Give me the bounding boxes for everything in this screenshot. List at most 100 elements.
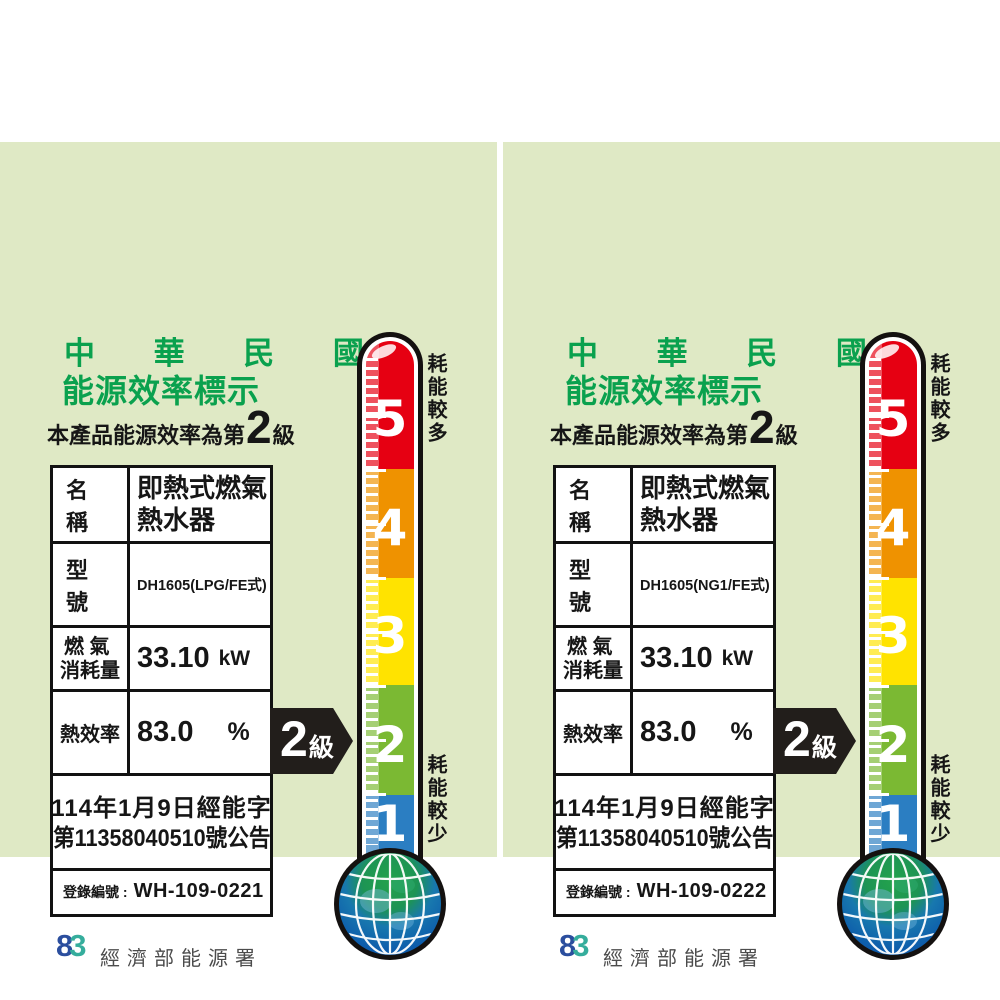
energy-bureau-logo: 83 bbox=[559, 928, 590, 963]
model-value: DH1605(LPG/FE式) bbox=[137, 578, 267, 594]
product-info-table: 名 稱 即熱式燃氣熱水器 型 號 DH1605(LPG/FE式) 燃 氣 消耗量… bbox=[50, 465, 273, 917]
label-title-line2: 能源效率標示 bbox=[565, 373, 764, 409]
name-value-cell: 即熱式燃氣熱水器 bbox=[130, 468, 270, 541]
efficiency-label: 熱效率 bbox=[60, 724, 120, 746]
efficiency-value: 83.0 bbox=[137, 716, 194, 748]
name-value: 即熱式燃氣熱水器 bbox=[137, 473, 268, 535]
grade-arrow-number: 2 bbox=[280, 711, 308, 767]
label-title-line1: 中 華 民 國 bbox=[567, 336, 892, 371]
gas-value-cell: 33.10 kW bbox=[633, 628, 773, 689]
energy-label-right: 中 華 民 國 能源效率標示 本產品能源效率為第 2 級 名 稱 即熱式燃氣熱水… bbox=[503, 142, 1000, 970]
grade-arrow-suffix: 級 bbox=[308, 734, 334, 762]
grade-statement-prefix: 本產品能源效率為第 bbox=[550, 423, 749, 448]
model-label: 型 號 bbox=[66, 557, 89, 615]
scale-number-5: 5 bbox=[875, 390, 911, 448]
energy-bureau-logo: 83 bbox=[56, 928, 87, 963]
label-title-line1: 中 華 民 國 bbox=[64, 336, 389, 371]
grade-statement-number: 2 bbox=[246, 401, 272, 453]
grade-arrow-number: 2 bbox=[783, 711, 811, 767]
model-label: 型 號 bbox=[569, 557, 592, 615]
table-row-efficiency: 熱效率 83.0 % bbox=[53, 692, 270, 776]
registration-number: WH-109-0222 bbox=[636, 880, 767, 902]
registration-cell: 登錄編號 : WH-109-0222 bbox=[556, 871, 773, 914]
product-info-table: 名 稱 即熱式燃氣熱水器 型 號 DH1605(NG1/FE式) 燃 氣 消耗量… bbox=[553, 465, 776, 917]
gas-value: 33.10 bbox=[137, 642, 210, 674]
gas-value: 33.10 bbox=[640, 642, 713, 674]
name-label-cell: 名 稱 bbox=[53, 468, 130, 541]
scale-number-1: 1 bbox=[875, 795, 911, 853]
scale-number-2: 2 bbox=[875, 716, 911, 774]
table-row-registration: 登錄編號 : WH-109-0221 bbox=[53, 871, 270, 914]
grade-statement-suffix: 級 bbox=[775, 423, 798, 448]
name-label: 名 稱 bbox=[66, 477, 89, 535]
grade-arrow: 2 級 bbox=[773, 708, 856, 774]
model-label-cell: 型 號 bbox=[53, 544, 130, 625]
energy-label-left: 中 華 民 國 能源效率標示 本產品能源效率為第 2 級 名 稱 即熱式燃氣熱水… bbox=[0, 142, 497, 970]
grade-statement-number: 2 bbox=[749, 401, 775, 453]
agency-name: 經濟部能源署 bbox=[603, 948, 765, 970]
name-value-cell: 即熱式燃氣熱水器 bbox=[633, 468, 773, 541]
logo-glyph-left: 8 bbox=[56, 928, 73, 963]
registration-cell: 登錄編號 : WH-109-0221 bbox=[53, 871, 270, 914]
scale-major-ticks bbox=[869, 415, 889, 798]
gas-label-cell: 燃 氣 消耗量 bbox=[556, 628, 633, 689]
model-value-cell: DH1605(LPG/FE式) bbox=[130, 544, 270, 625]
efficiency-label-cell: 熱效率 bbox=[53, 692, 130, 773]
globe-icon bbox=[837, 848, 949, 960]
grade-statement-prefix: 本產品能源效率為第 bbox=[47, 423, 246, 448]
globe-icon bbox=[334, 848, 446, 960]
scale-number-2: 2 bbox=[372, 716, 408, 774]
name-label: 名 稱 bbox=[569, 477, 592, 535]
efficiency-value-cell: 83.0 % bbox=[130, 692, 270, 773]
registration-label: 登錄編號 : bbox=[566, 884, 631, 900]
name-label-cell: 名 稱 bbox=[556, 468, 633, 541]
gas-label-line2: 消耗量 bbox=[563, 659, 623, 682]
grade-arrow-suffix: 級 bbox=[811, 734, 837, 762]
table-row-announcement: 114年1月9日經能字 第11358040510號公告 bbox=[51, 776, 271, 871]
scale-number-3: 3 bbox=[875, 607, 911, 665]
model-value-cell: DH1605(NG1/FE式) bbox=[633, 544, 773, 625]
table-row-efficiency: 熱效率 83.0 % bbox=[556, 692, 773, 776]
efficiency-unit: % bbox=[730, 718, 753, 746]
more-energy-label: 耗能較多 bbox=[424, 353, 446, 445]
table-row-gas-consumption: 燃 氣 消耗量 33.10 kW bbox=[556, 628, 773, 692]
scale-number-1: 1 bbox=[372, 795, 408, 853]
gas-label-line1: 燃 氣 bbox=[567, 635, 613, 658]
table-row-registration: 登錄編號 : WH-109-0222 bbox=[556, 871, 773, 914]
gas-unit: kW bbox=[218, 646, 251, 670]
efficiency-value: 83.0 bbox=[640, 716, 697, 748]
scale-major-ticks bbox=[366, 415, 386, 798]
announcement-line2: 第11358040510號公告 bbox=[52, 825, 271, 853]
efficiency-grade-statement: 本產品能源效率為第 2 級 bbox=[47, 404, 295, 454]
gas-value-cell: 33.10 kW bbox=[130, 628, 270, 689]
logo-glyph-right: 3 bbox=[69, 928, 86, 963]
registration-number: WH-109-0221 bbox=[133, 880, 264, 902]
gas-label-cell: 燃 氣 消耗量 bbox=[53, 628, 130, 689]
less-energy-label: 耗能較少 bbox=[927, 754, 949, 846]
model-value: DH1605(NG1/FE式) bbox=[640, 578, 770, 594]
less-energy-label: 耗能較少 bbox=[424, 754, 446, 846]
more-energy-label: 耗能較多 bbox=[927, 353, 949, 445]
table-row-model: 型 號 DH1605(NG1/FE式) bbox=[556, 544, 773, 628]
model-label-cell: 型 號 bbox=[556, 544, 633, 625]
table-row-gas-consumption: 燃 氣 消耗量 33.10 kW bbox=[53, 628, 270, 692]
grade-statement-suffix: 級 bbox=[272, 423, 295, 448]
announcement-cell: 114年1月9日經能字 第11358040510號公告 bbox=[554, 776, 775, 868]
table-row-name: 名 稱 即熱式燃氣熱水器 bbox=[53, 468, 270, 544]
grade-arrow: 2 級 bbox=[270, 708, 353, 774]
name-value: 即熱式燃氣熱水器 bbox=[640, 473, 771, 535]
efficiency-grade-statement: 本產品能源效率為第 2 級 bbox=[550, 404, 798, 454]
scale-number-4: 4 bbox=[372, 499, 408, 557]
efficiency-label-cell: 熱效率 bbox=[556, 692, 633, 773]
gas-label-line2: 消耗量 bbox=[60, 659, 120, 682]
table-row-announcement: 114年1月9日經能字 第11358040510號公告 bbox=[554, 776, 775, 871]
scale-number-5: 5 bbox=[372, 390, 408, 448]
agency-name: 經濟部能源署 bbox=[100, 948, 262, 970]
efficiency-label: 熱效率 bbox=[563, 724, 623, 746]
announcement-line1: 114年1月9日經能字 bbox=[554, 795, 775, 823]
logo-glyph-right: 3 bbox=[572, 928, 589, 963]
gas-label-line1: 燃 氣 bbox=[64, 635, 110, 658]
scale-number-4: 4 bbox=[875, 499, 911, 557]
efficiency-unit: % bbox=[227, 718, 250, 746]
label-title-line2: 能源效率標示 bbox=[62, 373, 261, 409]
